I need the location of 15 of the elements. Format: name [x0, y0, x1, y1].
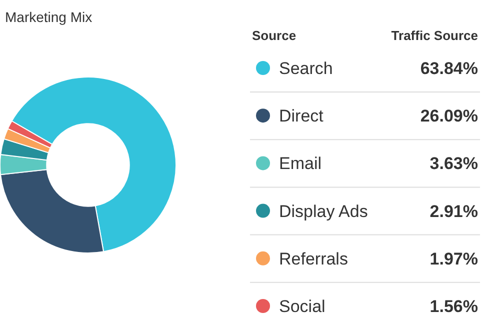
chart-title: Marketing Mix [5, 9, 92, 25]
legend-label: Email [279, 154, 322, 174]
data-label: 1.56% [430, 297, 478, 316]
data-label: 2.91% [430, 202, 478, 221]
data-label: 26.09% [420, 106, 478, 126]
legend-label: Direct [279, 106, 324, 126]
legend-label: Social [279, 297, 326, 316]
data-label: 3.63% [430, 154, 478, 174]
data-label: 1.97% [430, 249, 478, 268]
text: Traffic Source [391, 28, 478, 43]
legend-label: Search [279, 59, 333, 78]
legend-label: Referrals [279, 249, 348, 268]
data-label: 63.84% [420, 59, 478, 78]
legend-label: Display Ads [279, 202, 368, 221]
legend-title: Source [252, 28, 296, 43]
